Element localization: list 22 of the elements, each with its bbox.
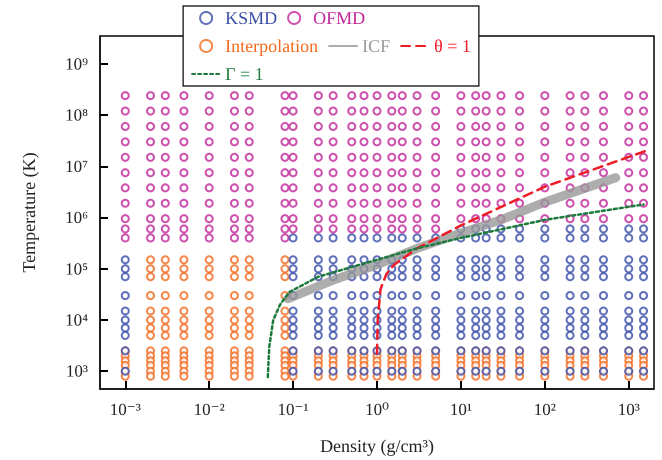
x-tick-label: 10⁻¹ [278,400,309,419]
x-tick-label: 10² [534,400,556,419]
legend-label: KSMD [225,8,278,28]
x-tick-label: 10³ [618,400,640,419]
x-axis-title: Density (g/cm³) [320,436,434,456]
x-tick-label: 10⁰ [365,400,390,419]
legend-label: Interpolation [225,36,318,56]
legend-label: ICF [362,36,390,56]
y-tick-label: 10⁸ [65,106,88,125]
y-tick-label: 10⁷ [65,156,88,176]
y-tick-label: 10⁶ [65,208,88,228]
legend-label: θ = 1 [434,36,471,56]
y-axis-title: Temperature (K) [19,152,39,273]
x-tick-label: 10⁻³ [110,400,141,419]
y-tick-label: 10⁵ [65,259,88,278]
x-tick-label: 10¹ [450,400,472,419]
y-tick-label: 10⁹ [65,54,88,74]
y-tick-label: 10³ [66,362,88,381]
x-tick-label: 10⁻² [194,400,225,419]
legend-label: OFMD [313,8,366,28]
legend-label: Γ = 1 [225,64,264,84]
y-tick-label: 10⁴ [65,310,88,330]
